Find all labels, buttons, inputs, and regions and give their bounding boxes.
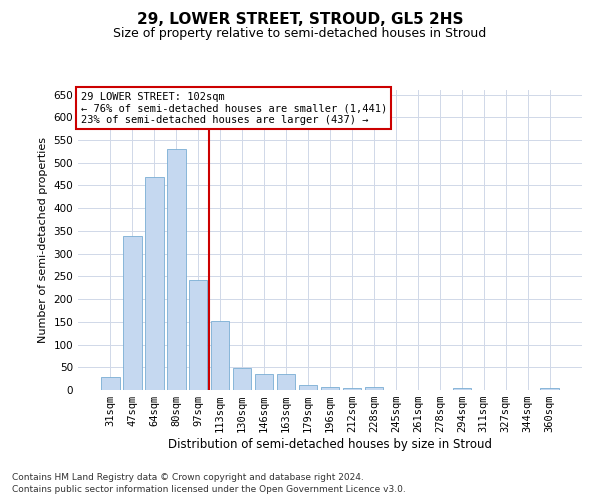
Text: Size of property relative to semi-detached houses in Stroud: Size of property relative to semi-detach… bbox=[113, 28, 487, 40]
X-axis label: Distribution of semi-detached houses by size in Stroud: Distribution of semi-detached houses by … bbox=[168, 438, 492, 451]
Bar bbox=[189, 280, 208, 390]
Bar bbox=[541, 388, 559, 390]
Text: Contains HM Land Registry data © Crown copyright and database right 2024.: Contains HM Land Registry data © Crown c… bbox=[12, 474, 364, 482]
Bar bbox=[299, 384, 317, 390]
Bar bbox=[277, 374, 295, 390]
Bar bbox=[123, 236, 142, 390]
Y-axis label: Number of semi-detached properties: Number of semi-detached properties bbox=[38, 137, 48, 343]
Bar bbox=[101, 377, 119, 390]
Bar bbox=[320, 388, 340, 390]
Bar bbox=[167, 149, 185, 390]
Bar bbox=[365, 387, 383, 390]
Text: Contains public sector information licensed under the Open Government Licence v3: Contains public sector information licen… bbox=[12, 485, 406, 494]
Bar bbox=[211, 321, 229, 390]
Text: 29, LOWER STREET, STROUD, GL5 2HS: 29, LOWER STREET, STROUD, GL5 2HS bbox=[137, 12, 463, 28]
Bar bbox=[452, 388, 471, 390]
Bar bbox=[233, 368, 251, 390]
Text: 29 LOWER STREET: 102sqm
← 76% of semi-detached houses are smaller (1,441)
23% of: 29 LOWER STREET: 102sqm ← 76% of semi-de… bbox=[80, 92, 387, 124]
Bar bbox=[145, 178, 164, 390]
Bar bbox=[343, 388, 361, 390]
Bar bbox=[255, 374, 274, 390]
